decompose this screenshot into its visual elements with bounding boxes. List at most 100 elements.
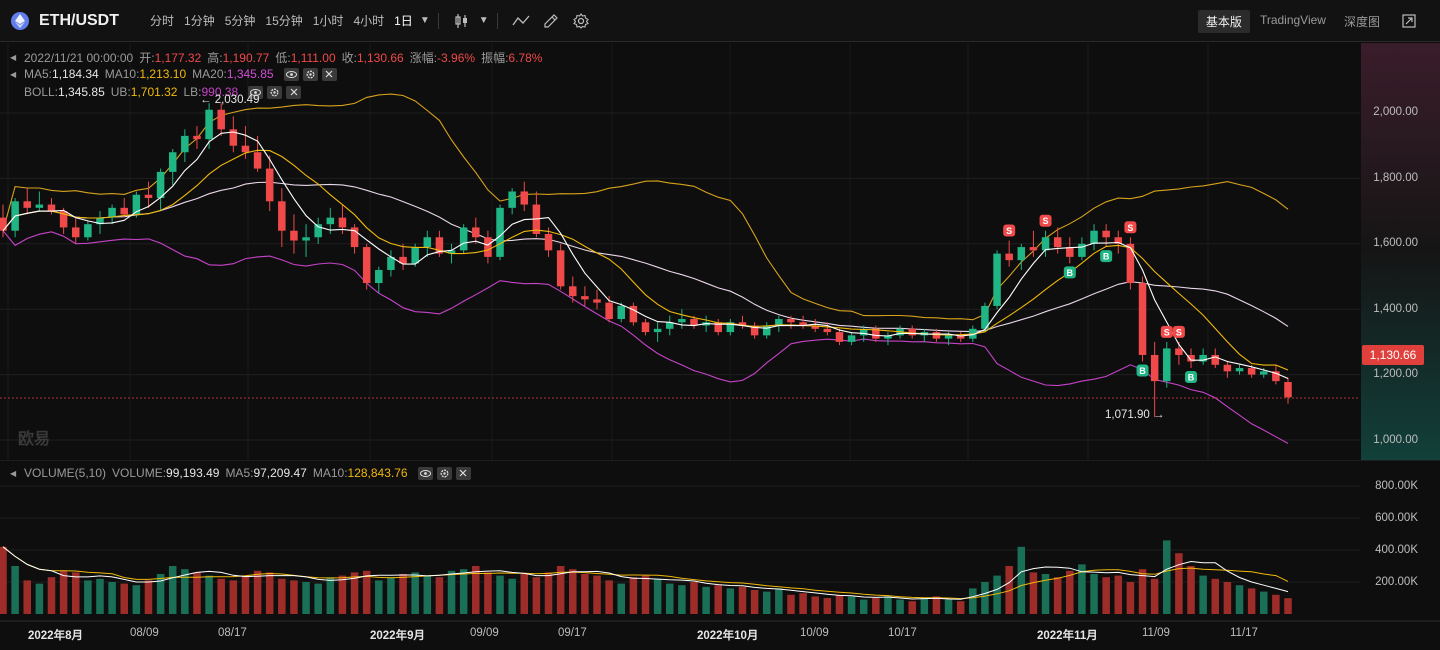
low-value: 1,111.00 xyxy=(290,50,336,65)
candle-body xyxy=(1138,283,1147,355)
date-tick: 2022年10月 xyxy=(697,630,759,642)
collapse-icon[interactable]: ◀ xyxy=(10,468,17,478)
signal-label: S xyxy=(1043,216,1049,226)
candle-body xyxy=(290,230,298,241)
volume-bar xyxy=(472,566,480,614)
candle-body xyxy=(738,322,747,326)
price-axis-background xyxy=(1361,43,1440,460)
candle-body xyxy=(459,227,468,251)
eye-icon[interactable] xyxy=(248,85,264,99)
candle-body xyxy=(1090,230,1098,244)
interval-4[interactable]: 1小时 xyxy=(312,14,344,28)
close-icon[interactable] xyxy=(286,85,302,99)
volume-bar xyxy=(302,582,310,614)
ma10-label: MA10: xyxy=(104,67,140,81)
candle-body xyxy=(350,227,359,248)
collapse-icon[interactable]: ◀ xyxy=(10,69,17,79)
ma-lines xyxy=(2,131,1289,380)
candle-body xyxy=(750,325,759,336)
volume-bar xyxy=(884,596,892,614)
interval-6[interactable]: 1日 xyxy=(394,14,413,28)
draw-tool-icon[interactable] xyxy=(541,11,561,31)
gear-icon[interactable] xyxy=(267,85,283,99)
candle-body xyxy=(1114,237,1123,244)
view-tab-0[interactable]: 基本版 xyxy=(1197,10,1250,33)
eye-icon[interactable] xyxy=(417,466,433,480)
candle-body xyxy=(605,302,613,320)
date-tick: 2022年8月 xyxy=(28,630,83,642)
volume-chart[interactable] xyxy=(0,460,1440,650)
volume-bar xyxy=(1126,582,1135,614)
vol-ma5-value: 97,209.47 xyxy=(253,466,307,480)
candle-body xyxy=(859,328,868,336)
symbol-title[interactable]: ETH/USDT xyxy=(39,11,119,29)
candle-body xyxy=(847,335,856,342)
candle-type-icon[interactable] xyxy=(452,11,472,31)
collapse-icon[interactable]: ◀ xyxy=(10,53,17,62)
candle-body xyxy=(423,237,432,248)
candle-body xyxy=(205,109,213,140)
interval-0[interactable]: 分时 xyxy=(150,14,175,28)
volume-bar xyxy=(1150,578,1159,614)
interval-5[interactable]: 4小时 xyxy=(353,14,385,28)
candle-body xyxy=(981,305,989,329)
interval-3[interactable]: 15分钟 xyxy=(265,14,303,28)
volume-bar xyxy=(714,585,722,614)
candle-body xyxy=(1163,348,1171,382)
ma10-line xyxy=(2,149,1289,371)
volume-bar xyxy=(823,598,832,614)
signal-label: S xyxy=(1006,226,1012,236)
candle-body xyxy=(884,335,892,339)
candle-body xyxy=(617,305,626,320)
candle-body xyxy=(908,328,916,336)
volume-bar xyxy=(775,588,783,614)
volume-bar xyxy=(23,580,32,614)
candle-body xyxy=(314,224,322,238)
change-label: 涨幅: xyxy=(409,51,438,65)
volume-ma-lines xyxy=(2,546,1289,600)
eth-logo-icon xyxy=(11,11,29,30)
interval-1[interactable]: 1分钟 xyxy=(184,14,215,28)
candle-body xyxy=(932,332,941,339)
interval-2[interactable]: 5分钟 xyxy=(224,14,256,28)
candle-body xyxy=(775,319,783,326)
chevron-down-icon[interactable]: ▼ xyxy=(419,15,430,26)
open-label: 开: xyxy=(139,51,155,65)
volume-bar xyxy=(1247,588,1256,614)
volume-bar xyxy=(217,578,225,614)
ma5-line xyxy=(2,131,1289,380)
candle-body xyxy=(278,201,286,231)
volume-bar xyxy=(969,588,977,614)
gear-icon[interactable] xyxy=(436,466,452,480)
volume-grid xyxy=(0,485,1360,583)
candle-body xyxy=(1066,247,1074,257)
chevron-down-icon[interactable]: ▼ xyxy=(478,15,489,26)
view-tab-2[interactable]: 深度图 xyxy=(1343,15,1380,29)
line-tool-icon[interactable] xyxy=(511,11,531,31)
fullscreen-icon[interactable] xyxy=(1399,11,1419,31)
close-icon[interactable] xyxy=(455,466,471,480)
volume-bar xyxy=(278,578,286,614)
candle-body xyxy=(47,204,56,212)
vol-ma10-value: 128,843.76 xyxy=(347,466,408,480)
gear-icon[interactable] xyxy=(302,67,318,81)
view-tab-1[interactable]: TradingView xyxy=(1259,13,1326,27)
volume-bar xyxy=(1199,575,1207,614)
close-icon[interactable] xyxy=(321,67,337,81)
candle-body xyxy=(993,253,1001,306)
volume-bar xyxy=(35,583,44,614)
volume-bar xyxy=(375,580,383,614)
volume-bar xyxy=(617,583,626,614)
volume-bar xyxy=(629,577,638,614)
eye-icon[interactable] xyxy=(283,67,299,81)
volume-bar xyxy=(847,596,856,614)
volume-bar xyxy=(496,575,504,614)
candlesticks xyxy=(0,103,1292,418)
volume-bar xyxy=(411,572,419,614)
volume-bar xyxy=(1029,572,1038,614)
volume-bar xyxy=(981,582,989,614)
volume-tick: 800.00K xyxy=(1375,480,1418,492)
settings-icon[interactable] xyxy=(571,11,591,31)
sell-signal xyxy=(1003,224,1016,237)
